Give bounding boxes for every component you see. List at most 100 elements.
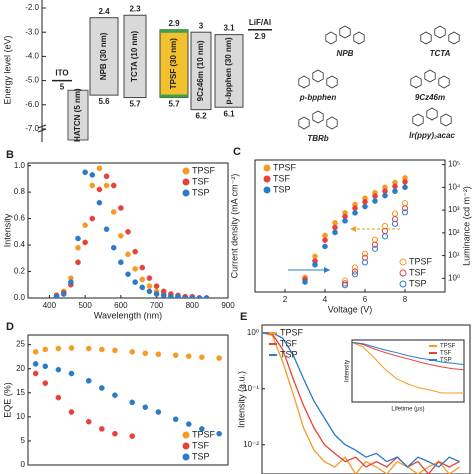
y-tick-label: 25 [16, 340, 25, 349]
data-point [199, 426, 205, 432]
data-point [372, 198, 378, 204]
layer-name: TPSF (30 nm) [169, 38, 178, 89]
data-point [112, 347, 118, 354]
molecule-ring [325, 31, 337, 45]
y-tick-label: 20 [16, 364, 25, 373]
data-point [42, 346, 49, 353]
data-point [361, 250, 369, 257]
data-point [371, 245, 379, 252]
x-tick-label: 2 [283, 295, 288, 304]
y-tick-label: 10⁰ [247, 328, 259, 337]
x-tick-label: 900 [221, 301, 235, 310]
legend-label: TPSF [409, 256, 433, 266]
legend-label: TPSF [273, 162, 297, 172]
data-point [68, 370, 75, 377]
molecule-ring [312, 69, 324, 83]
molecule-name: p-bpphen [299, 93, 337, 102]
data-point [172, 416, 179, 423]
legend-label: TSP [280, 349, 298, 359]
layer-name: TCTA (10 nm) [130, 31, 139, 82]
level-label: 5 [60, 83, 65, 92]
panel-label: D [6, 321, 14, 333]
molecule-ring [434, 25, 446, 39]
layer-name: 9Cz46m (10 nm) [196, 40, 205, 101]
data-point [132, 248, 138, 255]
data-point [352, 205, 358, 212]
y-axis-label: Current density (mA cm⁻²) [229, 174, 239, 279]
x-tick-label: 6 [363, 295, 368, 304]
data-point [42, 363, 49, 370]
data-point [118, 259, 124, 266]
data-point [82, 239, 88, 246]
data-point [401, 209, 409, 216]
legend-label: TPSF [280, 327, 304, 337]
data-point [402, 179, 408, 185]
data-point [85, 418, 92, 425]
y-tick-label: 0.4 [14, 240, 26, 249]
legend-label: TSF [192, 176, 210, 186]
data-point [342, 218, 348, 224]
y-axis-label: Intensity [345, 360, 351, 382]
plot-area [302, 175, 409, 289]
data-point [96, 186, 103, 193]
legend-label: TSF [273, 173, 291, 183]
molecule-ring [448, 31, 460, 45]
data-point [361, 254, 369, 261]
layer-name: LiF/Al [249, 18, 271, 27]
lumo-label: 3 [199, 21, 204, 30]
data-point [32, 370, 39, 377]
y2-tick-label: 10¹ [448, 251, 460, 260]
data-point [118, 232, 124, 239]
data-point [341, 282, 349, 289]
legend-marker [263, 175, 271, 183]
data-point [199, 354, 205, 360]
y2-tick-label: 10⁵ [448, 160, 460, 169]
y2-tick-label: 10³ [448, 205, 460, 214]
legend-label: TPSF [192, 429, 216, 439]
level-label: 2.9 [254, 32, 266, 41]
plot-area [262, 332, 460, 474]
data-point [103, 226, 110, 232]
legend-marker [182, 167, 190, 175]
data-point [146, 288, 153, 295]
legend-marker [182, 189, 190, 197]
data-point [68, 345, 75, 351]
data-point [75, 259, 81, 266]
legend-label: TSF [192, 440, 210, 450]
molecule-ring [326, 75, 338, 89]
data-point [103, 182, 110, 189]
y-tick-label: 0.8 [14, 187, 26, 196]
data-point [96, 165, 103, 172]
data-point [60, 291, 67, 297]
data-point [371, 241, 379, 248]
data-point [391, 220, 399, 227]
data-point [155, 351, 162, 358]
molecule-ring [426, 107, 438, 121]
layer-name: HATCN (5 nm) [73, 88, 82, 142]
data-point [125, 229, 131, 235]
y-tick-label: 5 [21, 436, 26, 445]
plot-frame [27, 334, 229, 466]
legend-label: TSP [192, 451, 210, 461]
data-point [172, 352, 179, 359]
data-point [99, 346, 105, 353]
data-point [168, 293, 174, 298]
data-point [392, 188, 398, 194]
data-point [312, 261, 318, 268]
molecule-name: Ir(ppy)₂acac [409, 131, 455, 140]
x-axis-label: Wavelength (nm) [94, 310, 162, 320]
y-axis-label: Intensity [2, 213, 12, 247]
data-point [142, 404, 149, 411]
data-point [341, 277, 349, 284]
x-tick-label: 400 [43, 301, 57, 310]
y-tick-label: 0.6 [14, 214, 26, 223]
lumo-label: 2.9 [168, 19, 180, 28]
data-point [125, 251, 131, 258]
data-point [153, 291, 160, 297]
y2-tick-label: 10⁴ [448, 182, 461, 191]
data-point [391, 216, 399, 223]
data-point [112, 392, 118, 398]
data-point [392, 183, 398, 190]
x-axis-label: Voltage (V) [328, 304, 373, 314]
